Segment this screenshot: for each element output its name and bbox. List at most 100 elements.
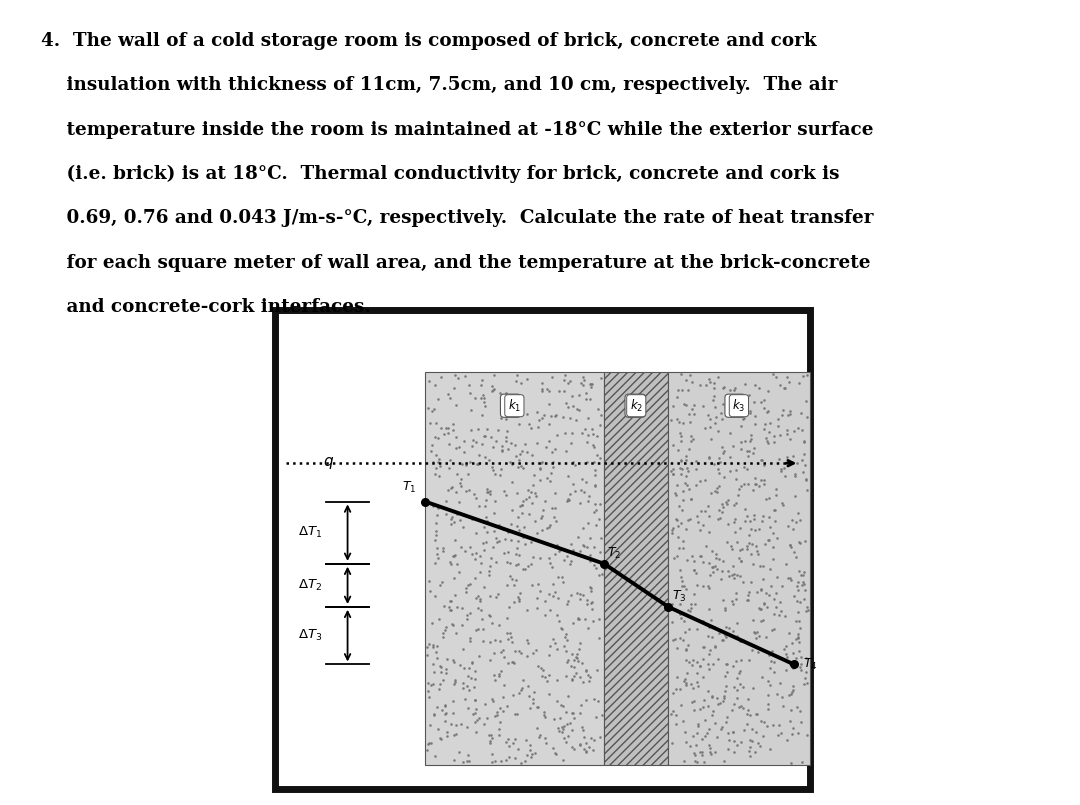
- Point: [496, 651, 513, 664]
- Point: [707, 551, 725, 564]
- Point: [724, 398, 741, 411]
- Point: [717, 716, 734, 729]
- Point: [563, 537, 580, 550]
- Point: [515, 674, 532, 687]
- Point: [748, 708, 766, 720]
- Point: [787, 614, 805, 627]
- Point: [473, 613, 490, 626]
- Text: insulation with thickness of 11cm, 7.5cm, and 10 cm, respectively.  The air: insulation with thickness of 11cm, 7.5cm…: [41, 76, 837, 94]
- Point: [447, 727, 464, 740]
- Point: [469, 713, 486, 726]
- Point: [434, 674, 451, 687]
- Point: [791, 564, 808, 577]
- Point: [512, 460, 529, 473]
- Point: [581, 671, 598, 683]
- Point: [436, 700, 454, 712]
- Point: [716, 670, 733, 683]
- Point: [444, 654, 461, 667]
- Point: [724, 597, 741, 610]
- Point: [719, 711, 737, 724]
- Point: [750, 737, 767, 749]
- Point: [739, 463, 756, 476]
- Point: [759, 384, 777, 397]
- Point: [563, 659, 580, 672]
- Point: [421, 417, 438, 430]
- Point: [475, 520, 492, 533]
- Point: [702, 433, 719, 446]
- Point: [798, 729, 815, 741]
- Point: [481, 734, 498, 747]
- Point: [532, 662, 550, 675]
- Point: [591, 632, 608, 645]
- Point: [708, 692, 726, 705]
- Point: [677, 679, 694, 691]
- Point: [701, 663, 718, 676]
- Point: [437, 621, 455, 634]
- Point: [787, 632, 805, 645]
- Point: [689, 656, 706, 669]
- Point: [691, 659, 708, 672]
- Point: [538, 736, 555, 749]
- Point: [753, 583, 770, 596]
- Point: [761, 662, 779, 675]
- Point: [692, 504, 710, 517]
- Point: [589, 694, 606, 707]
- Point: [789, 614, 807, 627]
- Point: [541, 556, 558, 569]
- Point: [476, 451, 494, 464]
- Point: [571, 497, 589, 510]
- Point: [578, 593, 595, 606]
- Point: [465, 488, 483, 501]
- Point: [487, 555, 504, 568]
- Point: [566, 711, 583, 724]
- Point: [664, 737, 681, 749]
- Point: [713, 572, 730, 585]
- Point: [524, 578, 541, 591]
- Point: [577, 387, 594, 400]
- Point: [548, 643, 565, 656]
- Point: [552, 711, 569, 724]
- Point: [759, 702, 777, 715]
- Point: [447, 626, 464, 639]
- Point: [505, 596, 523, 609]
- Point: [420, 402, 437, 415]
- Point: [781, 539, 798, 551]
- Point: [509, 520, 526, 533]
- Point: [420, 638, 437, 650]
- Point: [783, 637, 800, 650]
- Point: [527, 643, 544, 656]
- Point: [584, 378, 602, 390]
- Point: [786, 468, 804, 481]
- Point: [487, 467, 504, 480]
- Point: [770, 718, 787, 731]
- Point: [781, 407, 798, 420]
- Text: (i.e. brick) is at 18°C.  Thermal conductivity for brick, concrete and cork is: (i.e. brick) is at 18°C. Thermal conduct…: [41, 165, 839, 184]
- Point: [429, 722, 446, 735]
- Point: [510, 687, 527, 700]
- Point: [717, 658, 734, 671]
- Point: [462, 423, 480, 436]
- Point: [484, 747, 501, 760]
- Point: [731, 522, 748, 535]
- Point: [472, 391, 489, 404]
- Point: [766, 623, 783, 636]
- Point: [769, 531, 786, 544]
- Point: [588, 664, 605, 677]
- Point: [781, 432, 798, 445]
- Point: [513, 684, 530, 697]
- Point: [586, 469, 604, 481]
- Point: [438, 483, 456, 496]
- Point: [593, 708, 610, 721]
- Point: [468, 592, 485, 605]
- Point: [423, 404, 441, 417]
- Point: [467, 673, 484, 686]
- Point: [490, 729, 508, 742]
- Point: [419, 648, 436, 661]
- Point: [519, 679, 537, 692]
- Point: [674, 417, 691, 430]
- Point: [544, 578, 562, 591]
- Point: [745, 625, 762, 638]
- Point: [471, 549, 488, 562]
- Point: [575, 374, 592, 386]
- Point: [456, 544, 473, 557]
